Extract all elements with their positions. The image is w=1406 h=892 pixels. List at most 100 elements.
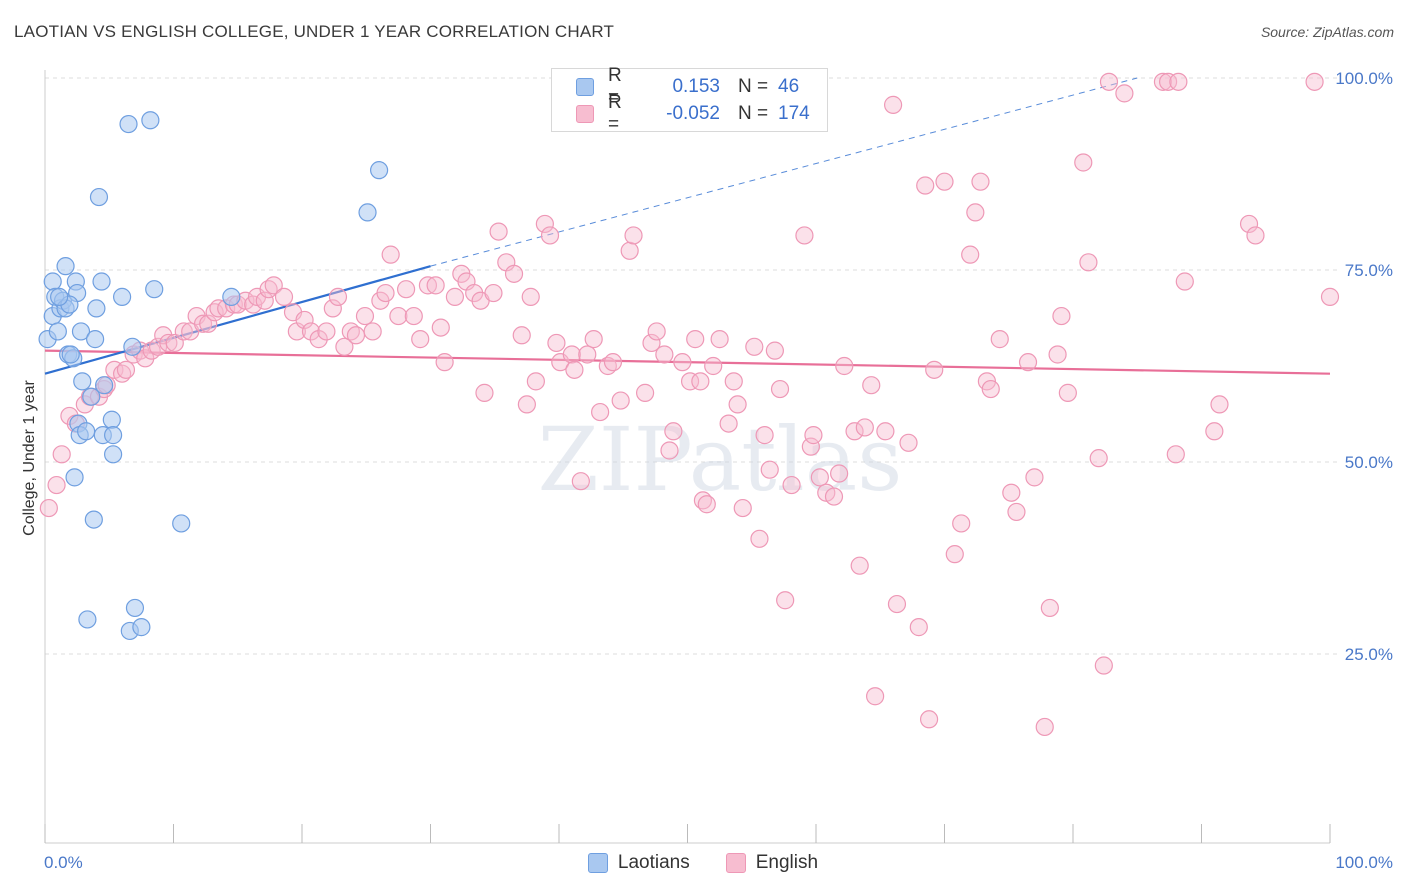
english-point <box>1210 395 1229 414</box>
english-point <box>475 383 494 402</box>
english-legend-label: English <box>755 852 819 873</box>
english-point <box>1239 214 1259 234</box>
english-point <box>1205 422 1224 441</box>
english-point <box>489 222 508 241</box>
english-point <box>565 360 584 379</box>
english-point <box>961 245 980 264</box>
english-point <box>521 287 540 306</box>
english-point <box>642 333 661 353</box>
english-point <box>765 341 784 360</box>
english-point <box>193 314 213 333</box>
n-value: 46 <box>778 76 800 97</box>
english-point <box>1040 598 1059 618</box>
english-point <box>547 333 566 353</box>
english-point <box>624 226 643 245</box>
laotians-legend-label: Laotians <box>617 852 690 873</box>
legend-row-laotians: R = 0.153 N = 46 <box>552 65 800 108</box>
y-tick-label: 100.0% <box>1335 69 1393 88</box>
english-point <box>1099 72 1119 91</box>
english-point <box>710 330 729 349</box>
english-point <box>876 422 895 441</box>
english-point <box>635 383 655 402</box>
english-point <box>750 529 769 548</box>
english-point <box>578 345 597 364</box>
english-point <box>411 330 430 349</box>
english-point <box>801 437 820 456</box>
x-tick-label: 100.0% <box>1335 853 1393 872</box>
english-point <box>686 330 705 349</box>
english-point <box>1079 253 1098 272</box>
english-point <box>1305 72 1324 91</box>
english-point <box>611 391 630 410</box>
english-point <box>1058 383 1077 402</box>
laotians-point <box>50 287 69 306</box>
english-point <box>745 337 764 356</box>
english-point <box>209 299 228 318</box>
english-point <box>724 372 743 391</box>
english-point <box>945 545 964 564</box>
laotians-point <box>43 272 62 291</box>
english-point <box>603 353 623 372</box>
english-point <box>1074 153 1093 172</box>
english-point <box>47 475 66 495</box>
laotians-point <box>78 610 97 629</box>
english-point <box>664 422 683 441</box>
english-point <box>691 372 710 391</box>
english-point <box>504 264 524 283</box>
english-point <box>1166 445 1185 464</box>
english-point <box>435 353 454 372</box>
laotians-point <box>112 287 132 306</box>
stats-legend: R = 0.153 N = 46 R = -0.052 N = 174 <box>551 65 828 135</box>
english-point <box>952 514 971 533</box>
english-point <box>673 353 692 372</box>
english-point <box>363 322 382 341</box>
y-tick-label: 50.0% <box>1345 453 1393 472</box>
legend-item-english[interactable]: English <box>725 852 819 874</box>
r-label: R = <box>608 65 622 108</box>
laotians-point <box>104 445 123 464</box>
laotians-point <box>82 387 101 406</box>
english-point <box>1175 272 1194 291</box>
english-point <box>484 283 503 303</box>
r-label: R = <box>608 92 622 135</box>
english-point <box>810 468 829 487</box>
english-point <box>255 291 274 310</box>
english-point <box>755 426 774 445</box>
laotians-swatch <box>576 78 594 96</box>
english-point <box>535 214 554 234</box>
laotians-trend-extension <box>430 77 1138 267</box>
english-point <box>704 356 723 376</box>
grid-lines <box>45 77 1340 655</box>
english-point <box>647 322 666 341</box>
n-label: N = <box>738 76 769 97</box>
r-value: 0.153 <box>672 76 720 97</box>
english-point <box>445 287 465 306</box>
laotians-point <box>102 410 121 429</box>
english-point <box>389 306 408 326</box>
english-point <box>301 322 321 341</box>
english-point <box>830 464 849 483</box>
english-point <box>620 241 639 260</box>
english-point <box>274 287 294 306</box>
english-point <box>660 441 679 460</box>
english-point <box>159 333 178 353</box>
english-point <box>264 276 283 295</box>
english-point <box>323 299 342 318</box>
laotians-point <box>92 272 111 291</box>
laotians-point <box>71 322 91 341</box>
english-point <box>899 433 918 452</box>
english-point <box>571 472 590 491</box>
english-point <box>733 498 752 518</box>
english-point <box>971 172 990 191</box>
laotians-point <box>73 372 92 391</box>
english-point <box>355 306 375 326</box>
english-point <box>116 360 136 379</box>
series-legend: Laotians English <box>0 852 1406 874</box>
laotians-point <box>86 330 105 349</box>
english-point <box>584 330 603 349</box>
english-point <box>845 422 864 441</box>
english-point <box>1115 84 1134 103</box>
legend-item-laotians[interactable]: Laotians <box>587 852 690 874</box>
english-point <box>966 203 985 222</box>
